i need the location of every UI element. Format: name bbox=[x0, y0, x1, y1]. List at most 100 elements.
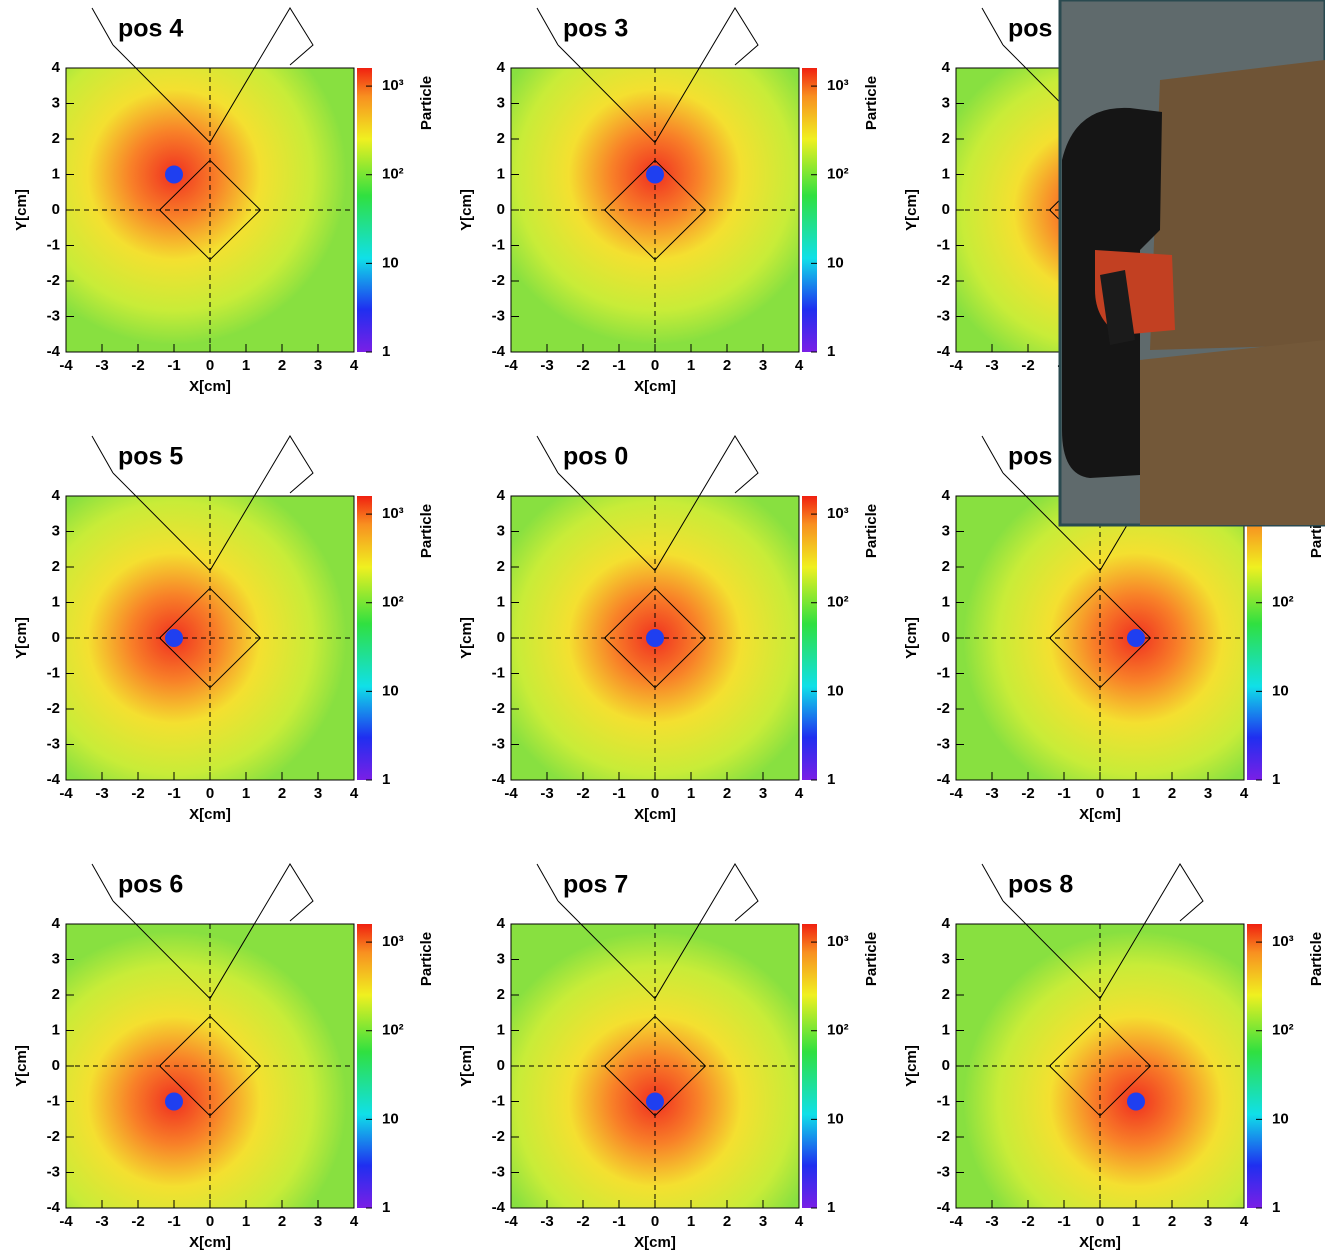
y-tick-label: 0 bbox=[52, 201, 60, 218]
x-tick-label: 4 bbox=[795, 357, 804, 374]
y-tick-label: -3 bbox=[47, 307, 60, 324]
x-tick-label: 2 bbox=[278, 357, 286, 374]
y-tick-label: -2 bbox=[492, 700, 505, 717]
colorbar bbox=[1247, 924, 1262, 1208]
x-axis-label: X[cm] bbox=[189, 1234, 231, 1251]
y-tick-label: -1 bbox=[937, 236, 950, 253]
y-tick-label: -2 bbox=[937, 700, 950, 717]
y-tick-label: 1 bbox=[52, 1021, 60, 1038]
chart-title: pos 0 bbox=[563, 443, 628, 471]
x-tick-label: -4 bbox=[949, 357, 963, 374]
beam-position bbox=[1127, 1093, 1145, 1111]
y-tick-label: 2 bbox=[52, 558, 60, 575]
chart-title: pos 3 bbox=[563, 15, 628, 43]
x-tick-label: -2 bbox=[576, 785, 589, 802]
y-tick-label: 3 bbox=[942, 950, 950, 967]
figure: pos 4X[cm]Y[cm]-4-3-2-101234-4-3-2-10123… bbox=[0, 0, 1325, 1256]
y-tick-label: -3 bbox=[492, 1163, 505, 1180]
beam-position bbox=[646, 1093, 664, 1111]
colorbar-tick-label: 10 bbox=[827, 1110, 844, 1127]
colorbar bbox=[357, 496, 372, 780]
detector-outline bbox=[537, 864, 558, 901]
colorbar-tick-label: 1 bbox=[1272, 771, 1280, 788]
colorbar-tick-label: 10² bbox=[827, 1022, 849, 1039]
x-tick-label: -1 bbox=[1057, 785, 1070, 802]
x-tick-label: -4 bbox=[504, 1213, 518, 1230]
y-tick-label: -4 bbox=[47, 1199, 61, 1216]
colorbar-tick-label: 10 bbox=[827, 682, 844, 699]
x-tick-label: -4 bbox=[504, 357, 518, 374]
x-tick-label: 3 bbox=[1204, 1213, 1212, 1230]
y-tick-label: -2 bbox=[47, 700, 60, 717]
y-tick-label: 4 bbox=[497, 59, 506, 76]
y-tick-label: 0 bbox=[497, 201, 505, 218]
colorbar-tick-label: 1 bbox=[827, 343, 835, 360]
x-axis-label: X[cm] bbox=[634, 1234, 676, 1251]
x-tick-label: 4 bbox=[1240, 1213, 1249, 1230]
y-tick-label: 1 bbox=[942, 593, 950, 610]
y-tick-label: 1 bbox=[497, 593, 505, 610]
x-tick-label: 4 bbox=[350, 357, 359, 374]
x-tick-label: -2 bbox=[576, 1213, 589, 1230]
y-tick-label: 2 bbox=[52, 130, 60, 147]
colorbar-tick-label: 10² bbox=[1272, 594, 1294, 611]
x-tick-label: 3 bbox=[314, 357, 322, 374]
detector-outline bbox=[537, 8, 558, 45]
x-tick-label: 2 bbox=[723, 1213, 731, 1230]
x-tick-label: -1 bbox=[167, 785, 180, 802]
x-tick-label: 4 bbox=[795, 1213, 804, 1230]
y-tick-label: -1 bbox=[492, 664, 505, 681]
x-tick-label: 1 bbox=[242, 357, 250, 374]
x-tick-label: -4 bbox=[504, 785, 518, 802]
x-tick-label: 1 bbox=[687, 1213, 695, 1230]
y-axis-label: Y[cm] bbox=[458, 189, 475, 231]
detector-outline bbox=[92, 8, 113, 45]
x-tick-label: 1 bbox=[1132, 785, 1140, 802]
y-tick-label: -4 bbox=[937, 771, 951, 788]
colorbar-label: Particle bbox=[1308, 932, 1325, 986]
y-tick-label: 1 bbox=[942, 1021, 950, 1038]
y-tick-label: 3 bbox=[52, 94, 60, 111]
colorbar-tick-label: 10³ bbox=[827, 933, 849, 950]
y-axis-label: Y[cm] bbox=[458, 617, 475, 659]
chart-title: pos 5 bbox=[118, 443, 183, 471]
panel: pos 8X[cm]Y[cm]-4-3-2-101234-4-3-2-10123… bbox=[903, 864, 1325, 1251]
x-tick-label: -4 bbox=[59, 357, 73, 374]
y-tick-label: -4 bbox=[937, 343, 951, 360]
colorbar-label: Particle bbox=[863, 76, 880, 130]
colorbar-tick-label: 1 bbox=[382, 771, 390, 788]
colorbar-label: Particle bbox=[418, 504, 435, 558]
colorbar-tick-label: 1 bbox=[1272, 1199, 1280, 1216]
y-tick-label: 0 bbox=[52, 1057, 60, 1074]
y-tick-label: 0 bbox=[497, 1057, 505, 1074]
x-axis-label: X[cm] bbox=[634, 378, 676, 395]
chart-title: pos 7 bbox=[563, 871, 628, 899]
x-tick-label: -3 bbox=[95, 1213, 108, 1230]
colorbar-label: Particle bbox=[418, 932, 435, 986]
y-tick-label: -4 bbox=[47, 771, 61, 788]
chart-title: pos 6 bbox=[118, 871, 183, 899]
y-tick-label: 3 bbox=[497, 94, 505, 111]
x-tick-label: 0 bbox=[206, 1213, 214, 1230]
x-tick-label: -3 bbox=[985, 1213, 998, 1230]
beam-position bbox=[646, 166, 664, 184]
colorbar-label: Particle bbox=[863, 504, 880, 558]
y-tick-label: -4 bbox=[492, 343, 506, 360]
beam-position bbox=[165, 629, 183, 647]
y-tick-label: -4 bbox=[492, 771, 506, 788]
detector-outline bbox=[982, 8, 1003, 45]
y-tick-label: 2 bbox=[942, 986, 950, 1003]
x-tick-label: 0 bbox=[206, 357, 214, 374]
x-tick-label: -3 bbox=[985, 785, 998, 802]
y-tick-label: 1 bbox=[52, 593, 60, 610]
y-tick-label: 4 bbox=[52, 59, 61, 76]
y-tick-label: 4 bbox=[942, 59, 951, 76]
y-tick-label: 0 bbox=[942, 1057, 950, 1074]
y-tick-label: 1 bbox=[497, 165, 505, 182]
x-tick-label: -2 bbox=[1021, 357, 1034, 374]
x-tick-label: -3 bbox=[985, 357, 998, 374]
x-tick-label: 2 bbox=[723, 785, 731, 802]
y-tick-label: 4 bbox=[52, 487, 61, 504]
y-tick-label: -4 bbox=[47, 343, 61, 360]
